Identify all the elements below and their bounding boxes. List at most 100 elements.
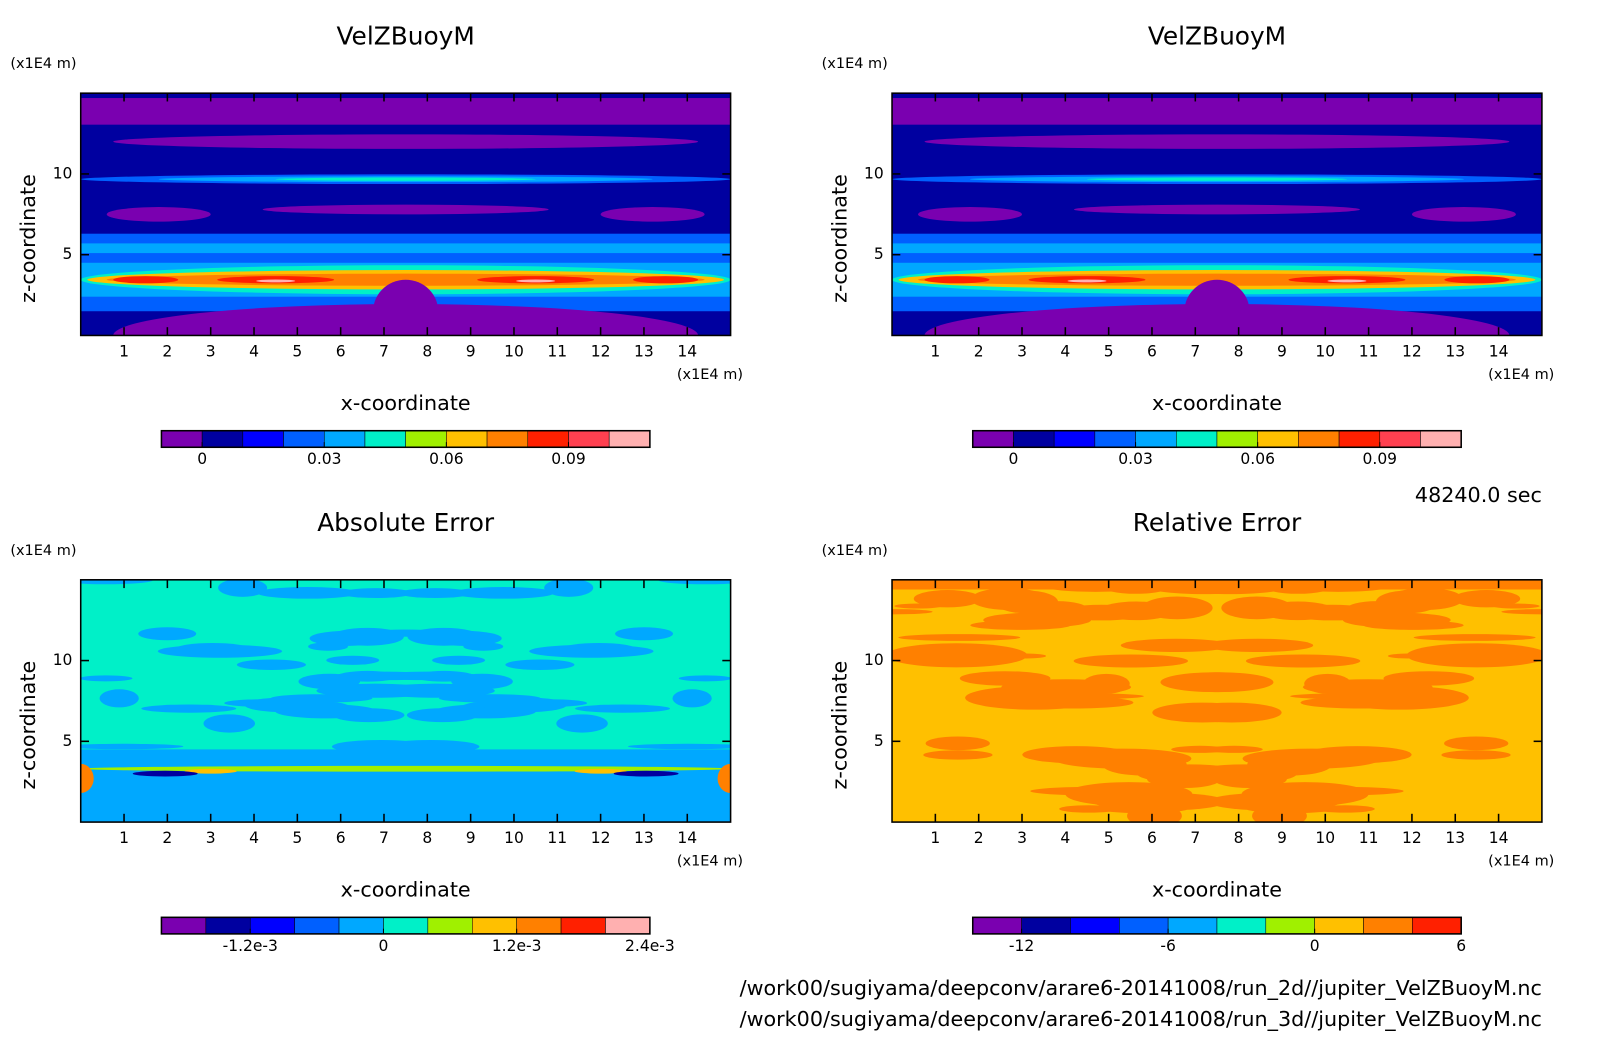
contour-fill	[432, 655, 486, 665]
contour-fill	[615, 627, 674, 641]
contour-fill	[1184, 279, 1250, 336]
x-tick-label: 5	[292, 829, 302, 847]
colorbar-tick-label: 0	[379, 937, 389, 955]
contour-fill	[892, 98, 1542, 125]
colorbar-box	[161, 917, 207, 935]
contour-fill	[925, 736, 990, 751]
contour-fill	[892, 579, 1542, 590]
contour-fill	[132, 770, 198, 777]
contour-fill	[1327, 279, 1367, 283]
contour-fill	[1406, 643, 1542, 668]
contour-fill	[923, 750, 993, 760]
colorbar-box	[1265, 917, 1315, 935]
contour-fill	[256, 587, 359, 599]
contour-fill	[80, 243, 731, 254]
x-tick-label: 5	[292, 343, 302, 361]
colorbar-tick-label: 0.06	[429, 450, 464, 468]
x-unit: (x1E4 m)	[677, 367, 743, 383]
x-tick-label: 4	[249, 829, 259, 847]
x-tick-label: 9	[1277, 829, 1287, 847]
colorbar-box	[201, 430, 244, 448]
contour-field	[892, 579, 1542, 823]
x-tick-label: 7	[1190, 343, 1200, 361]
colorbar-box	[1176, 430, 1218, 448]
x-tick-label: 6	[1147, 829, 1157, 847]
contour-fill	[80, 749, 731, 823]
contour-fill	[80, 98, 731, 125]
x-tick-label: 2	[162, 343, 172, 361]
contour-fill	[453, 587, 555, 599]
contour-fill	[80, 675, 133, 682]
contour-fill	[1067, 279, 1107, 283]
x-tick-label: 4	[1060, 343, 1070, 361]
contour-fill	[106, 207, 211, 222]
contour-fill	[373, 279, 439, 336]
contour-fill	[1073, 204, 1360, 215]
colorbar-tick-label: 0	[197, 450, 207, 468]
x-tick-label: 6	[336, 829, 346, 847]
contour-fill	[633, 276, 699, 284]
colorbar-frame	[971, 429, 1462, 449]
contour-fill	[1127, 804, 1182, 823]
contour-fill	[717, 763, 731, 794]
colorbar-frame	[971, 916, 1462, 935]
contour-fill	[1202, 638, 1314, 652]
contour-fill	[1441, 750, 1511, 760]
contour-fill	[407, 627, 481, 646]
x-tick-label: 3	[206, 829, 216, 847]
plot-frame	[891, 579, 1543, 823]
x-tick-label: 6	[1147, 343, 1157, 361]
contour-fill	[330, 627, 404, 646]
colorbar-box	[1021, 917, 1071, 935]
contour-fill	[1006, 653, 1047, 659]
colorbar-box	[1216, 430, 1258, 448]
x-tick-label: 3	[206, 343, 216, 361]
x-tick-label: 2	[162, 829, 172, 847]
colorbar-box	[405, 430, 447, 448]
colorbar-box	[1420, 430, 1462, 448]
colorbar-box	[338, 917, 384, 935]
contour-fill	[628, 743, 731, 750]
colorbar-box	[1053, 430, 1096, 448]
x-tick-label: 11	[547, 829, 567, 847]
contour-fill	[1088, 792, 1146, 802]
contour-fill	[275, 177, 536, 181]
x-tick-label: 13	[1445, 829, 1465, 847]
x-tick-label: 8	[422, 829, 432, 847]
x-tick-label: 8	[1234, 829, 1244, 847]
contour-fill	[600, 207, 705, 222]
contour-fill	[1302, 679, 1433, 696]
x-tick-label: 1	[119, 829, 129, 847]
colorbar-box	[1119, 917, 1169, 935]
colorbar-tick-label: -6	[1160, 937, 1175, 955]
file-path: /work00/sugiyama/deepconv/arare6-2014100…	[740, 1007, 1542, 1032]
colorbar-tick-label: 0.06	[1240, 450, 1275, 468]
panel: VelZBuoyM (x1E4 m) (x1E4 m) x-coordinate z-c…	[10, 21, 743, 468]
y-axis-label: z-coordinate	[827, 661, 851, 790]
contour-fill	[308, 642, 349, 651]
x-tick-label: 8	[422, 343, 432, 361]
contour-fill	[138, 627, 197, 641]
x-tick-label: 1	[930, 343, 940, 361]
contour-fill	[658, 579, 731, 585]
contour-fill	[913, 590, 982, 608]
colorbar-tick-label: 2.4e-3	[625, 937, 675, 955]
colorbar-box	[605, 917, 651, 935]
contour-fill	[80, 765, 731, 772]
y-tick-label: 5	[63, 732, 73, 750]
panel: VelZBuoyM (x1E4 m) (x1E4 m) x-coordinate z-c…	[822, 21, 1555, 468]
contour-fill	[270, 694, 373, 703]
contour-fill	[1147, 769, 1222, 789]
x-tick-label: 9	[466, 829, 476, 847]
contour-fill	[1288, 792, 1346, 802]
contour-fill	[1164, 672, 1274, 693]
contour-fill	[256, 279, 296, 283]
y-tick-label: 10	[864, 651, 884, 669]
colorbar-box	[283, 430, 325, 448]
contour-fill	[892, 243, 1542, 254]
contour-fill	[1073, 654, 1189, 668]
y-axis-label: z-coordinate	[827, 174, 851, 303]
colorbar-tick-label: -12	[1009, 937, 1034, 955]
x-tick-label: 7	[1190, 829, 1200, 847]
contour-fill	[556, 714, 608, 733]
